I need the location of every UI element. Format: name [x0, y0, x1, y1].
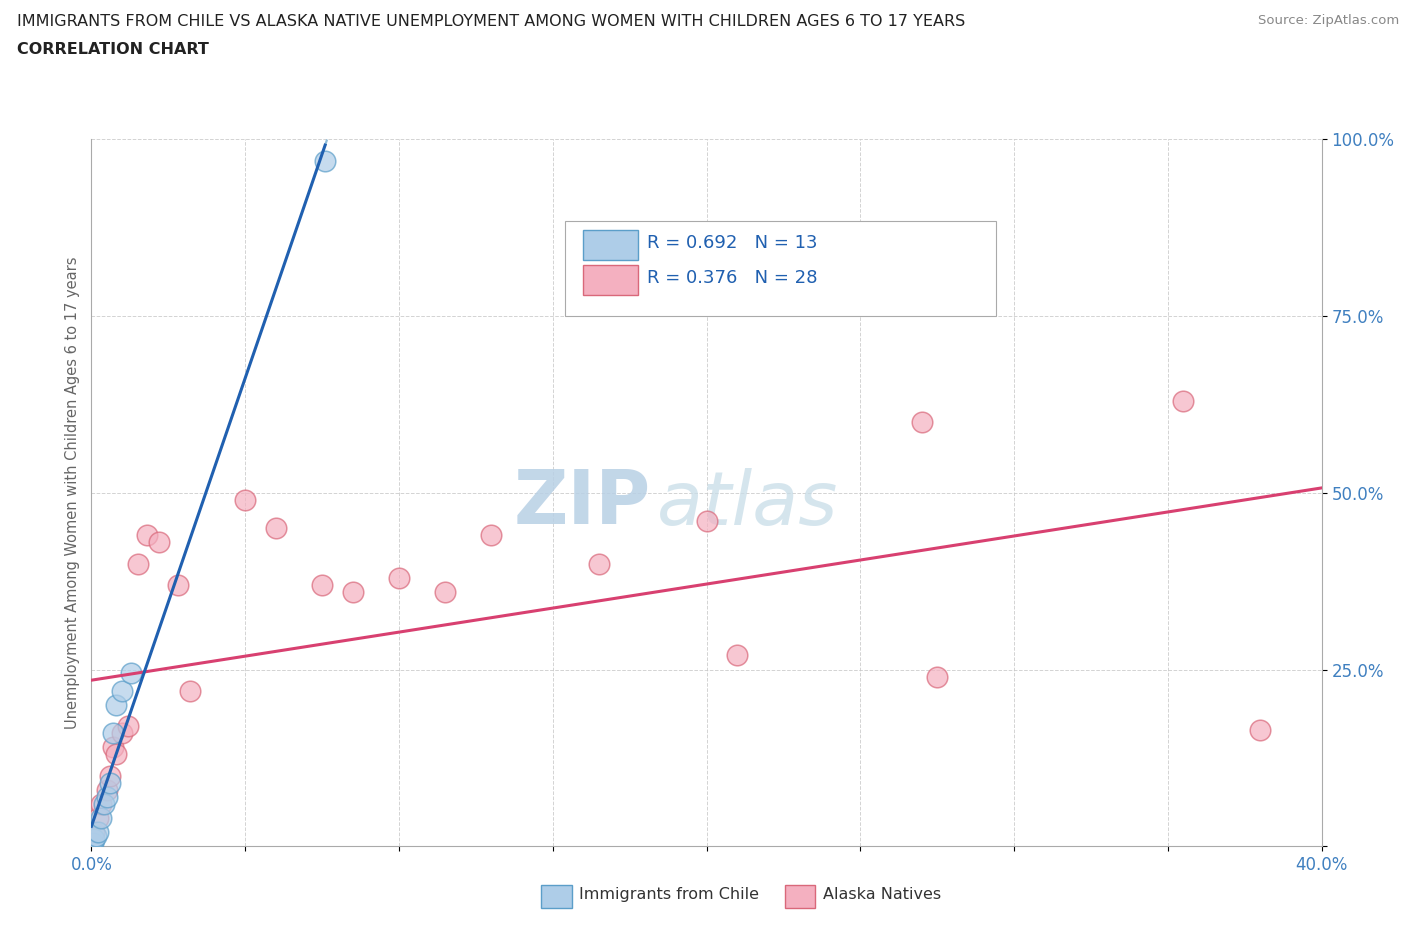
Point [725, 648, 748, 663]
Text: ZIP: ZIP [515, 467, 651, 540]
Point [927, 670, 949, 684]
Point [98, 776, 121, 790]
Point [148, 535, 170, 550]
Point [86, 825, 108, 840]
Point [84, 829, 107, 844]
Text: Immigrants from Chile: Immigrants from Chile [579, 887, 759, 902]
Text: Alaska Natives: Alaska Natives [823, 887, 941, 902]
Point [120, 666, 142, 681]
Point [135, 528, 157, 543]
Point [101, 725, 124, 740]
Point [1249, 723, 1271, 737]
Point [90, 796, 112, 811]
Point [111, 684, 134, 698]
Point [82, 835, 104, 850]
Text: R = 0.376   N = 28: R = 0.376 N = 28 [647, 269, 818, 287]
Point [342, 584, 364, 599]
Point [101, 740, 124, 755]
Text: Source: ZipAtlas.com: Source: ZipAtlas.com [1258, 14, 1399, 27]
Point [127, 556, 149, 571]
Point [588, 556, 610, 571]
Point [93, 796, 115, 811]
FancyBboxPatch shape [565, 220, 995, 316]
Point [90, 811, 112, 826]
Point [388, 570, 411, 585]
Point [479, 528, 502, 543]
Point [311, 578, 333, 592]
Text: atlas: atlas [657, 468, 839, 539]
Point [117, 719, 139, 734]
Point [105, 698, 127, 712]
Point [314, 153, 336, 168]
Y-axis label: Unemployment Among Women with Children Ages 6 to 17 years: Unemployment Among Women with Children A… [65, 257, 80, 729]
Point [105, 747, 127, 762]
Point [434, 584, 457, 599]
Point [96, 790, 118, 804]
Point [1173, 393, 1195, 408]
Point [96, 782, 118, 797]
Point [98, 768, 121, 783]
Text: IMMIGRANTS FROM CHILE VS ALASKA NATIVE UNEMPLOYMENT AMONG WOMEN WITH CHILDREN AG: IMMIGRANTS FROM CHILE VS ALASKA NATIVE U… [17, 14, 965, 29]
Text: R = 0.692   N = 13: R = 0.692 N = 13 [647, 233, 818, 252]
Point [86, 811, 108, 826]
Point [911, 415, 934, 430]
Point [264, 521, 287, 536]
FancyBboxPatch shape [583, 265, 637, 295]
Point [696, 513, 718, 528]
FancyBboxPatch shape [583, 230, 637, 259]
Point [166, 578, 188, 592]
Point [83, 831, 105, 846]
Point [233, 493, 256, 508]
Point [83, 825, 105, 840]
Text: CORRELATION CHART: CORRELATION CHART [17, 42, 208, 57]
Point [179, 684, 201, 698]
Point [111, 725, 134, 740]
